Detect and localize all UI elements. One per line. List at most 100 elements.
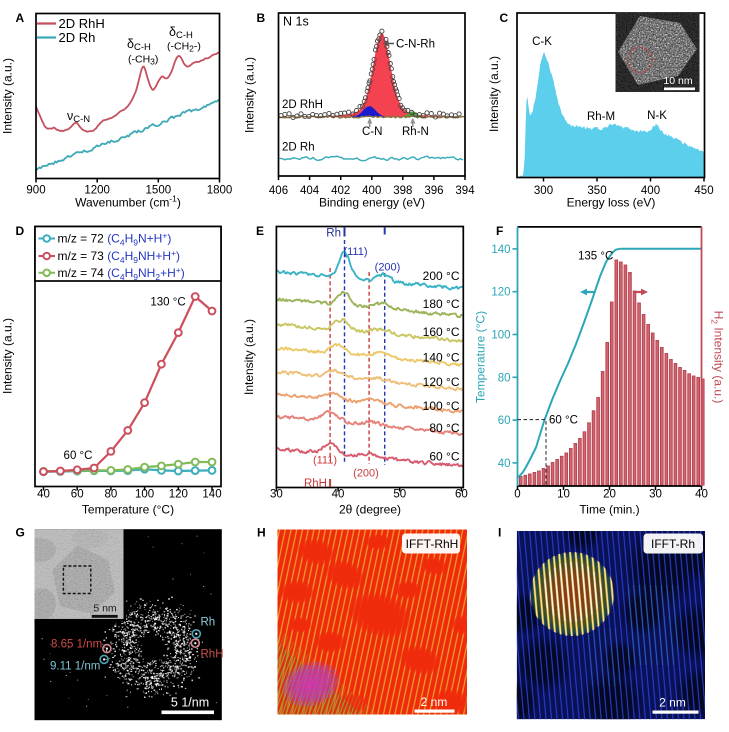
svg-text:10 nm: 10 nm xyxy=(663,75,692,87)
svg-text:δC-H: δC-H xyxy=(127,37,151,53)
svg-text:C: C xyxy=(500,11,509,25)
svg-text:m/z = 73 (C4H9NH+H+): m/z = 73 (C4H9NH+H+) xyxy=(58,248,180,265)
svg-text:Intensity (a.u.): Intensity (a.u.) xyxy=(1,58,15,134)
svg-text:N-K: N-K xyxy=(647,110,667,122)
svg-text:D: D xyxy=(16,224,25,238)
svg-text:m/z = 72 (C4H9N+H+): m/z = 72 (C4H9N+H+) xyxy=(58,231,172,248)
svg-text:m/z = 74 (C4H9NH2+H+): m/z = 74 (C4H9NH2+H+) xyxy=(58,265,185,282)
svg-text:5 nm: 5 nm xyxy=(93,603,117,615)
svg-text:50: 50 xyxy=(393,489,406,501)
svg-text:404: 404 xyxy=(300,185,320,197)
svg-text:200 °C: 200 °C xyxy=(423,269,460,283)
svg-text:νC-N: νC-N xyxy=(67,109,90,125)
svg-text:350: 350 xyxy=(587,185,606,197)
svg-text:2θ (degree): 2θ (degree) xyxy=(339,503,401,517)
svg-text:A: A xyxy=(16,11,25,25)
svg-text:Intensity (a.u.): Intensity (a.u.) xyxy=(1,318,15,394)
svg-text:40: 40 xyxy=(37,489,50,501)
svg-text:400: 400 xyxy=(641,185,660,197)
svg-text:60 °C: 60 °C xyxy=(429,450,459,464)
svg-text:8.65 1/nm: 8.65 1/nm xyxy=(51,639,102,651)
svg-text:IFFT-RhH: IFFT-RhH xyxy=(406,537,459,551)
svg-text:G: G xyxy=(16,526,25,540)
svg-text:2D Rh: 2D Rh xyxy=(282,142,315,154)
svg-text:N 1s: N 1s xyxy=(283,15,309,29)
svg-text:60: 60 xyxy=(71,489,84,501)
svg-text:140: 140 xyxy=(202,489,221,501)
svg-text:30: 30 xyxy=(270,489,283,501)
svg-text:Intensity (a.u.): Intensity (a.u.) xyxy=(242,319,256,395)
svg-text:(200): (200) xyxy=(375,262,401,274)
svg-text:Temperature (°C): Temperature (°C) xyxy=(474,311,488,403)
svg-text:2D RhH: 2D RhH xyxy=(59,16,105,31)
svg-text:B: B xyxy=(257,11,266,25)
svg-text:130 °C: 130 °C xyxy=(150,297,185,309)
svg-text:100 °C: 100 °C xyxy=(423,399,460,413)
svg-text:60: 60 xyxy=(455,489,468,501)
svg-text:40: 40 xyxy=(332,489,345,501)
svg-text:120: 120 xyxy=(491,287,510,299)
svg-text:Time (min.): Time (min.) xyxy=(579,503,639,517)
svg-text:H2 Intensity (a.u.): H2 Intensity (a.u.) xyxy=(710,311,726,404)
svg-text:40: 40 xyxy=(695,489,708,501)
svg-text:Energy loss (eV): Energy loss (eV) xyxy=(567,196,656,210)
svg-text:180 °C: 180 °C xyxy=(423,297,460,311)
svg-text:120 °C: 120 °C xyxy=(423,375,460,389)
svg-text:H: H xyxy=(257,526,266,540)
svg-text:60 °C: 60 °C xyxy=(549,415,578,427)
svg-text:396: 396 xyxy=(424,185,443,197)
svg-text:(-CH2-): (-CH2-) xyxy=(167,41,201,54)
svg-text:300: 300 xyxy=(534,185,553,197)
svg-text:2 nm: 2 nm xyxy=(421,695,448,709)
svg-text:20: 20 xyxy=(603,489,616,501)
svg-text:E: E xyxy=(256,224,264,238)
svg-text:(-CH3): (-CH3) xyxy=(128,54,158,67)
svg-text:Wavenumber (cm-1): Wavenumber (cm-1) xyxy=(75,194,181,210)
svg-text:160 °C: 160 °C xyxy=(423,325,460,339)
svg-text:Rh: Rh xyxy=(326,228,341,240)
svg-text:400: 400 xyxy=(362,185,381,197)
svg-text:RhH: RhH xyxy=(304,478,327,490)
svg-text:(111): (111) xyxy=(343,246,367,258)
svg-text:394: 394 xyxy=(455,185,475,197)
svg-text:40: 40 xyxy=(498,458,511,470)
svg-text:(200): (200) xyxy=(353,468,379,480)
svg-text:140 °C: 140 °C xyxy=(423,351,460,365)
svg-text:120: 120 xyxy=(169,489,188,501)
svg-text:Temperature (°C): Temperature (°C) xyxy=(82,503,174,517)
svg-text:IFFT-Rh: IFFT-Rh xyxy=(651,537,695,551)
svg-text:2 nm: 2 nm xyxy=(659,696,686,710)
svg-text:C-N-Rh: C-N-Rh xyxy=(396,39,435,51)
svg-text:(111): (111) xyxy=(313,455,337,467)
svg-text:80: 80 xyxy=(105,489,118,501)
svg-text:100: 100 xyxy=(135,489,154,501)
svg-text:9.11 1/nm: 9.11 1/nm xyxy=(50,661,100,673)
svg-text:398: 398 xyxy=(393,185,412,197)
svg-text:5 1/nm: 5 1/nm xyxy=(171,696,209,710)
svg-text:0: 0 xyxy=(514,489,520,501)
svg-text:Binding energy (eV): Binding energy (eV) xyxy=(319,196,425,210)
svg-text:80 °C: 80 °C xyxy=(429,421,459,435)
svg-text:100: 100 xyxy=(491,330,510,342)
svg-text:80: 80 xyxy=(498,372,511,384)
svg-text:900: 900 xyxy=(26,185,45,197)
svg-text:δC-H: δC-H xyxy=(169,25,193,41)
svg-text:10: 10 xyxy=(557,489,570,501)
svg-text:1500: 1500 xyxy=(146,185,172,197)
svg-text:2D RhH: 2D RhH xyxy=(282,99,323,111)
svg-text:402: 402 xyxy=(331,185,350,197)
svg-text:C-N: C-N xyxy=(362,126,382,138)
svg-text:1200: 1200 xyxy=(84,185,110,197)
svg-text:F: F xyxy=(496,224,503,238)
svg-text:C-K: C-K xyxy=(532,36,552,48)
svg-text:Intensity (a.u.): Intensity (a.u.) xyxy=(243,57,257,133)
svg-text:2D Rh: 2D Rh xyxy=(59,30,96,45)
svg-text:I: I xyxy=(498,526,501,540)
svg-text:Rh-N: Rh-N xyxy=(402,126,429,138)
svg-text:Rh: Rh xyxy=(201,617,216,629)
svg-text:30: 30 xyxy=(649,489,662,501)
svg-text:140: 140 xyxy=(491,244,510,256)
svg-text:60 °C: 60 °C xyxy=(64,450,93,462)
svg-text:RhH: RhH xyxy=(201,649,224,661)
svg-text:450: 450 xyxy=(694,185,713,197)
